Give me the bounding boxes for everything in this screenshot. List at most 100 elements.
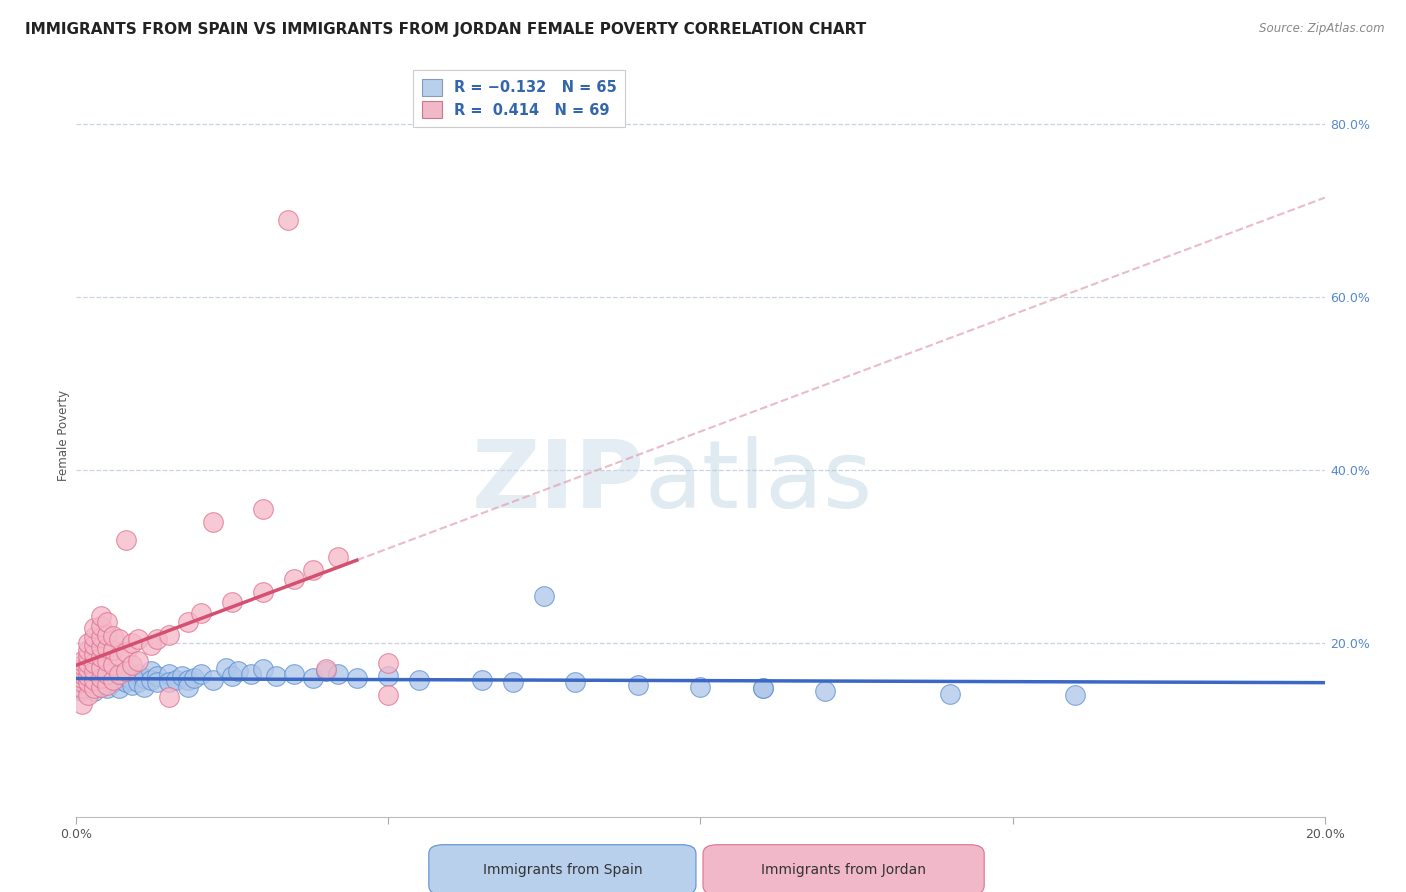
Point xyxy=(377,669,399,683)
Point xyxy=(326,666,349,681)
Point xyxy=(83,647,105,661)
Point xyxy=(177,673,200,687)
Point xyxy=(83,681,105,696)
Point xyxy=(96,628,118,642)
Point xyxy=(752,681,775,696)
Point xyxy=(70,654,93,668)
Point xyxy=(134,671,156,685)
Text: IMMIGRANTS FROM SPAIN VS IMMIGRANTS FROM JORDAN FEMALE POVERTY CORRELATION CHART: IMMIGRANTS FROM SPAIN VS IMMIGRANTS FROM… xyxy=(25,22,866,37)
Point xyxy=(277,212,299,227)
Point xyxy=(77,689,100,703)
Point xyxy=(77,675,100,690)
Point xyxy=(83,630,105,644)
Point xyxy=(96,681,118,696)
Text: Source: ZipAtlas.com: Source: ZipAtlas.com xyxy=(1260,22,1385,36)
Point xyxy=(114,664,136,678)
Point xyxy=(114,669,136,683)
Point xyxy=(252,584,274,599)
Point xyxy=(315,664,337,678)
Point xyxy=(121,658,143,673)
Point xyxy=(146,632,169,647)
Point xyxy=(264,669,287,683)
Point xyxy=(252,502,274,516)
Point xyxy=(190,606,212,620)
Point xyxy=(214,661,236,675)
Point xyxy=(121,673,143,687)
Point xyxy=(90,608,112,623)
Point xyxy=(103,658,125,673)
Point xyxy=(752,681,775,696)
Point xyxy=(96,640,118,655)
Point xyxy=(159,675,181,690)
Point xyxy=(83,638,105,652)
Point xyxy=(96,666,118,681)
Text: atlas: atlas xyxy=(644,435,873,527)
Point xyxy=(346,671,368,685)
Point xyxy=(239,666,262,681)
Point xyxy=(83,656,105,670)
Point xyxy=(77,669,100,683)
Point xyxy=(90,619,112,633)
Point xyxy=(564,675,586,690)
Point xyxy=(77,680,100,694)
Point xyxy=(83,664,105,678)
Point xyxy=(90,678,112,692)
Point xyxy=(70,666,93,681)
Point xyxy=(90,640,112,654)
Point xyxy=(77,675,100,690)
Point xyxy=(103,675,125,690)
Point xyxy=(70,697,93,711)
Point xyxy=(108,666,131,681)
Point xyxy=(121,678,143,692)
Point xyxy=(83,669,105,683)
Point xyxy=(103,643,125,657)
Point xyxy=(170,669,193,683)
Point xyxy=(177,615,200,629)
Point xyxy=(96,671,118,685)
Legend: R = −0.132   N = 65, R =  0.414   N = 69: R = −0.132 N = 65, R = 0.414 N = 69 xyxy=(413,70,626,127)
Point xyxy=(108,632,131,647)
Point xyxy=(283,666,305,681)
Point xyxy=(114,645,136,659)
Point xyxy=(77,643,100,657)
Point xyxy=(96,678,118,692)
Point xyxy=(70,675,93,690)
Point xyxy=(127,666,149,681)
Point xyxy=(134,680,156,694)
Point xyxy=(90,673,112,687)
Point xyxy=(471,673,494,687)
Point xyxy=(190,666,212,681)
Point xyxy=(159,666,181,681)
Point xyxy=(70,658,93,673)
Point xyxy=(77,649,100,664)
Point xyxy=(96,675,118,690)
Point xyxy=(83,675,105,690)
Point xyxy=(77,662,100,676)
Point xyxy=(139,638,162,652)
Point xyxy=(377,656,399,670)
Point xyxy=(127,675,149,690)
Point xyxy=(70,675,93,690)
Point xyxy=(83,621,105,635)
Point xyxy=(533,589,555,603)
Point xyxy=(114,533,136,547)
Point xyxy=(283,572,305,586)
Point xyxy=(627,678,650,692)
Point xyxy=(90,650,112,665)
Point xyxy=(70,662,93,676)
Point xyxy=(77,681,100,696)
Point xyxy=(70,684,93,698)
Point xyxy=(103,669,125,683)
Point xyxy=(202,673,225,687)
Point xyxy=(70,671,93,685)
Point xyxy=(326,549,349,564)
Point xyxy=(177,680,200,694)
Point xyxy=(202,516,225,530)
Point xyxy=(302,563,325,577)
Point xyxy=(108,681,131,696)
Point xyxy=(108,649,131,664)
Point xyxy=(77,636,100,650)
Point xyxy=(83,684,105,698)
Point xyxy=(146,675,169,690)
Text: Immigrants from Spain: Immigrants from Spain xyxy=(482,863,643,877)
